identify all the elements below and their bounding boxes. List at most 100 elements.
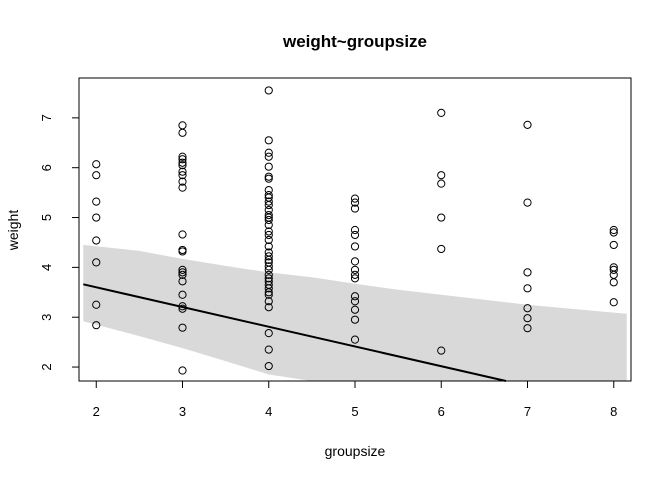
data-point bbox=[178, 128, 187, 137]
data-point bbox=[609, 298, 618, 307]
data-point bbox=[178, 323, 187, 332]
data-point bbox=[264, 162, 273, 171]
data-point bbox=[92, 236, 101, 245]
data-point bbox=[264, 345, 273, 354]
data-point bbox=[350, 274, 360, 283]
data-point bbox=[350, 194, 360, 203]
data-point bbox=[264, 255, 273, 264]
data-point bbox=[178, 230, 187, 239]
data-point bbox=[92, 321, 101, 330]
data-point bbox=[437, 213, 446, 222]
regression-line-layer bbox=[83, 283, 507, 382]
data-point bbox=[264, 262, 273, 271]
data-point bbox=[92, 171, 101, 180]
data-point bbox=[178, 270, 187, 279]
x-tick-label: 3 bbox=[179, 404, 186, 419]
x-tick-label: 6 bbox=[438, 404, 445, 419]
data-point bbox=[609, 228, 618, 237]
y-tick-label: 6 bbox=[39, 164, 54, 171]
data-point bbox=[523, 324, 532, 333]
data-point bbox=[92, 213, 101, 222]
data-point bbox=[264, 86, 273, 95]
x-tick-label: 7 bbox=[524, 404, 531, 419]
y-tick-label: 3 bbox=[39, 314, 54, 321]
data-point bbox=[92, 258, 101, 267]
data-point bbox=[264, 265, 273, 274]
data-point bbox=[264, 242, 273, 251]
data-point bbox=[264, 220, 273, 230]
data-point bbox=[350, 225, 360, 235]
data-point bbox=[92, 160, 101, 169]
x-tick-label: 4 bbox=[265, 404, 272, 419]
data-point bbox=[609, 270, 618, 279]
data-point bbox=[437, 108, 446, 117]
data-point bbox=[264, 210, 273, 220]
data-point bbox=[609, 225, 618, 235]
data-point bbox=[350, 270, 360, 279]
data-points-layer bbox=[92, 86, 618, 375]
data-point bbox=[264, 290, 273, 299]
data-point bbox=[264, 227, 273, 236]
data-point bbox=[350, 335, 360, 344]
data-point bbox=[264, 288, 273, 297]
data-point bbox=[523, 120, 532, 129]
x-tick-label: 8 bbox=[610, 404, 617, 419]
regression-line bbox=[83, 283, 507, 382]
data-point bbox=[437, 171, 446, 180]
data-point bbox=[178, 290, 187, 299]
data-point bbox=[264, 252, 273, 261]
data-point bbox=[178, 265, 187, 274]
data-point bbox=[178, 152, 187, 161]
data-point bbox=[178, 177, 187, 186]
data-point bbox=[178, 158, 187, 167]
data-point bbox=[350, 198, 360, 207]
data-point bbox=[264, 274, 273, 283]
data-point bbox=[350, 257, 360, 266]
y-tick-label: 4 bbox=[39, 264, 54, 271]
data-point bbox=[178, 171, 187, 180]
data-point bbox=[523, 304, 532, 313]
data-point bbox=[178, 366, 187, 375]
data-point bbox=[523, 314, 532, 323]
data-point bbox=[350, 204, 360, 213]
data-point bbox=[264, 361, 273, 371]
data-point bbox=[178, 268, 187, 277]
data-point bbox=[264, 148, 273, 157]
data-point bbox=[264, 329, 273, 338]
data-point bbox=[437, 244, 446, 254]
data-point bbox=[178, 302, 187, 311]
y-axis: 2 3 4 5 6 7 bbox=[39, 114, 80, 371]
data-point bbox=[178, 155, 187, 164]
data-point bbox=[264, 303, 273, 312]
y-tick-label: 2 bbox=[39, 363, 54, 370]
data-point bbox=[609, 278, 618, 287]
data-point bbox=[264, 200, 273, 210]
data-point bbox=[92, 197, 101, 206]
data-point bbox=[178, 183, 187, 192]
data-point bbox=[264, 270, 273, 279]
data-point bbox=[437, 179, 446, 188]
data-point bbox=[264, 136, 273, 145]
data-point bbox=[178, 304, 187, 313]
data-point bbox=[264, 197, 273, 206]
data-point bbox=[264, 152, 273, 161]
data-point bbox=[350, 292, 360, 301]
data-point bbox=[92, 300, 101, 309]
data-point bbox=[264, 191, 273, 200]
data-point bbox=[264, 235, 273, 245]
x-tick-label: 5 bbox=[351, 404, 358, 419]
data-point bbox=[350, 305, 360, 314]
data-point bbox=[350, 315, 360, 324]
data-point bbox=[437, 346, 446, 355]
y-tick-label: 7 bbox=[39, 114, 54, 121]
data-point bbox=[523, 284, 532, 293]
data-point bbox=[178, 277, 187, 286]
data-point bbox=[178, 161, 187, 170]
data-point bbox=[609, 240, 618, 250]
data-point bbox=[264, 284, 273, 293]
data-point bbox=[523, 198, 532, 207]
chart-title: weight~groupsize bbox=[282, 32, 427, 51]
x-axis-label: groupsize bbox=[325, 443, 386, 459]
data-point bbox=[264, 174, 273, 183]
